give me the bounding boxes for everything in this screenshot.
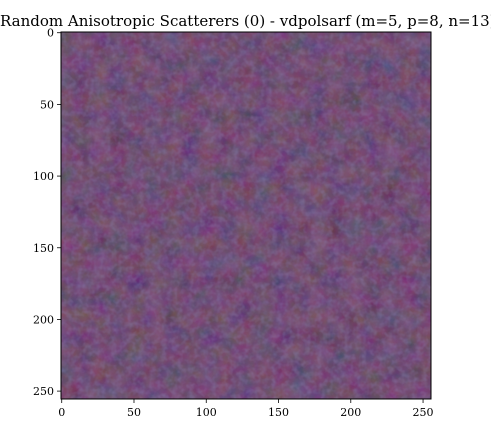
axes: 0 50 100 150 200 250 0 50 100 150 200 250	[33, 27, 434, 419]
heatmap-image	[61, 32, 431, 399]
x-tick-label: 250	[413, 406, 434, 419]
y-tick-label: 0	[47, 27, 54, 40]
y-tick-label: 150	[33, 242, 54, 255]
heatmap-speckle	[61, 32, 431, 399]
axes-frame	[60, 31, 432, 400]
x-tick-label: 100	[196, 406, 217, 419]
y-tick-label: 100	[33, 170, 54, 183]
chart-title: Random Anisotropic Scatterers (0) - vdpo…	[0, 12, 491, 30]
x-tick-label: 200	[340, 406, 361, 419]
y-tick-label: 250	[33, 385, 54, 398]
x-tick-label: 150	[268, 406, 289, 419]
x-tick-label: 0	[58, 406, 65, 419]
y-tick-label: 200	[33, 313, 54, 326]
y-tick-label: 50	[40, 98, 54, 111]
x-tick-label: 50	[127, 406, 141, 419]
